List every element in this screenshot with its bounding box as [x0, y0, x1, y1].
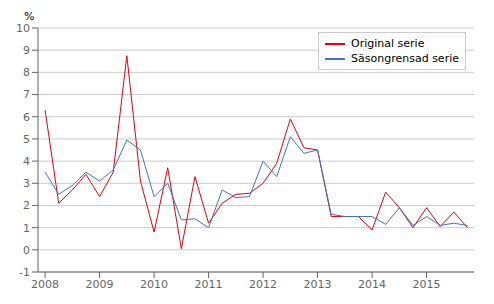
svg-text:0: 0	[23, 244, 30, 257]
svg-text:2008: 2008	[31, 278, 59, 291]
svg-text:5: 5	[23, 133, 30, 146]
svg-text:2011: 2011	[195, 278, 223, 291]
svg-text:2012: 2012	[249, 278, 277, 291]
svg-text:2014: 2014	[358, 278, 386, 291]
svg-text:6: 6	[23, 111, 30, 124]
svg-text:2: 2	[23, 199, 30, 212]
svg-text:2013: 2013	[304, 278, 332, 291]
svg-text:10: 10	[16, 22, 30, 35]
svg-text:3: 3	[23, 177, 30, 190]
svg-text:7: 7	[23, 88, 30, 101]
svg-text:2009: 2009	[86, 278, 114, 291]
svg-text:4: 4	[23, 155, 30, 168]
svg-text:2015: 2015	[413, 278, 441, 291]
svg-text:8: 8	[23, 66, 30, 79]
html-text:Säsongrensad serie: Säsongrensad serie	[351, 52, 459, 65]
svg-text:-1: -1	[19, 266, 30, 279]
svg-text:2010: 2010	[140, 278, 168, 291]
html-text:Original serie: Original serie	[351, 37, 425, 50]
svg-text:9: 9	[23, 44, 30, 57]
svg-text:1: 1	[23, 222, 30, 235]
